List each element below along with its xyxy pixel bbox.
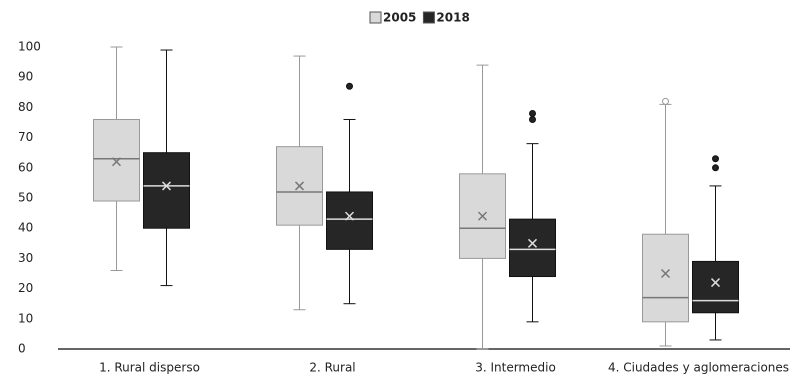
x-tick-label: 2. Rural — [309, 361, 355, 375]
y-tick-label: 60 — [18, 160, 33, 174]
x-tick-label: 4. Ciudades y aglomeraciones — [608, 361, 789, 375]
box — [642, 233, 689, 323]
mean-marker — [294, 181, 305, 191]
outlier — [662, 97, 669, 105]
y-tick-label: 20 — [18, 281, 33, 295]
box — [509, 218, 556, 278]
y-tick-label: 80 — [18, 100, 33, 114]
y-tick-label: 30 — [18, 251, 33, 265]
legend-label: 2018 — [436, 11, 469, 25]
mean-marker — [660, 268, 671, 279]
mean-marker — [111, 157, 122, 167]
legend-swatch — [369, 11, 382, 24]
mean-marker — [161, 181, 172, 191]
mean-marker — [344, 211, 355, 221]
y-tick-label: 50 — [18, 191, 33, 205]
y-tick-label: 0 — [18, 342, 26, 356]
y-tick-label: 70 — [18, 130, 33, 144]
y-tick-label: 40 — [18, 221, 33, 235]
outlier — [346, 82, 353, 90]
y-tick-label: 10 — [18, 311, 33, 325]
mean-marker — [527, 238, 538, 248]
mean-marker — [477, 211, 488, 221]
box — [326, 191, 373, 250]
box — [143, 152, 190, 229]
box — [93, 118, 140, 202]
mean-marker — [710, 278, 721, 288]
outlier — [529, 109, 536, 117]
outlier — [712, 164, 719, 172]
y-tick-label: 90 — [18, 70, 33, 84]
legend: 2005 2018 — [369, 11, 470, 25]
legend-swatch — [422, 11, 435, 24]
outlier — [529, 115, 536, 123]
x-tick-label: 1. Rural disperso — [99, 361, 200, 375]
y-tick-label: 100 — [18, 40, 41, 54]
box — [692, 260, 739, 314]
outlier — [712, 155, 719, 163]
legend-label: 2005 — [383, 11, 416, 25]
x-tick-label: 3. Intermedio — [475, 361, 556, 375]
